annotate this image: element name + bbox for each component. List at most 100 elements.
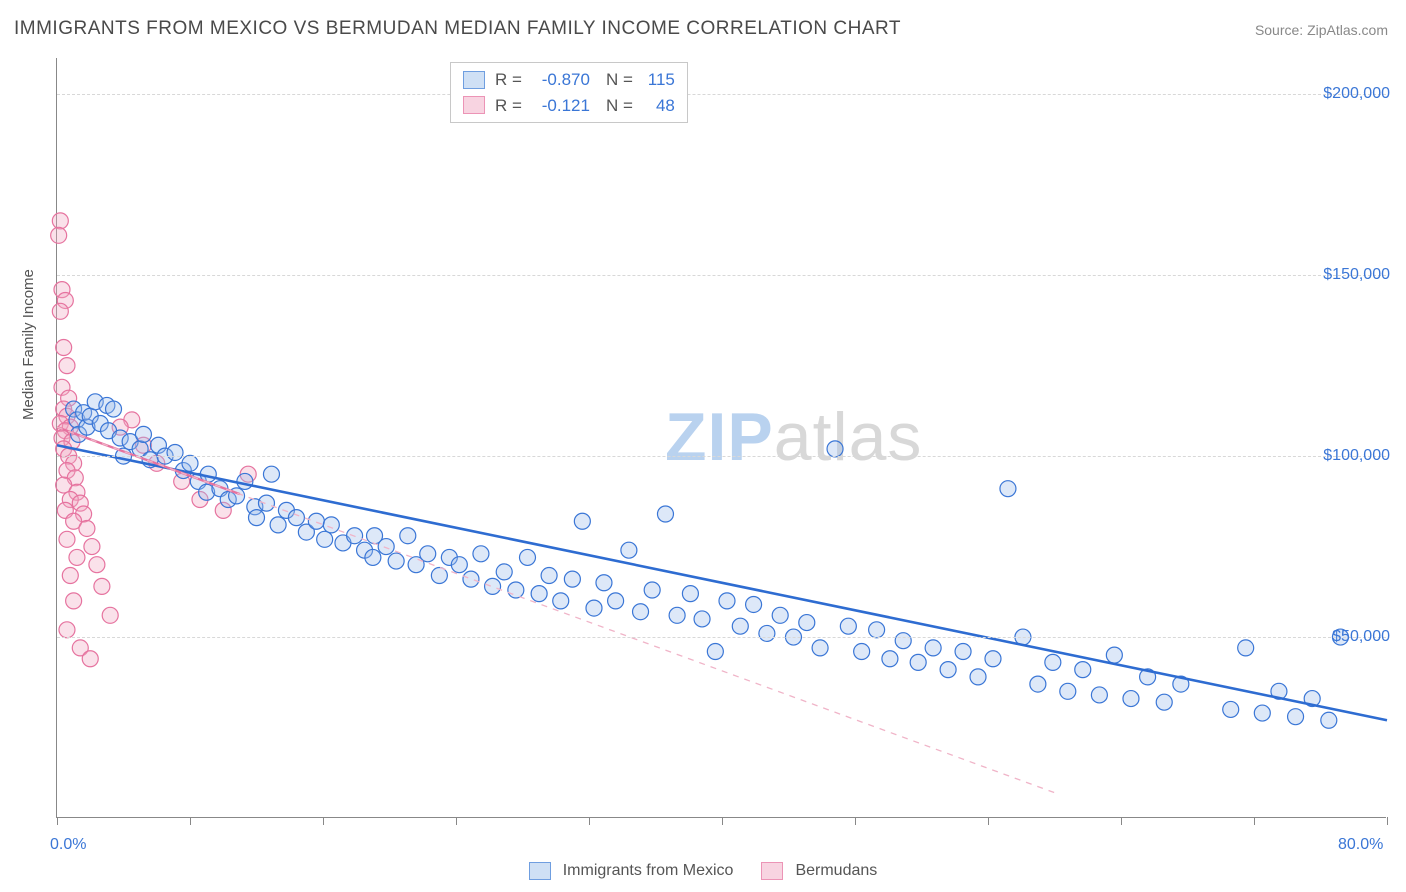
data-point-mexico	[249, 510, 265, 526]
data-point-bermudans	[62, 568, 78, 584]
y-tick-label: $100,000	[1323, 447, 1390, 465]
stats-row-bermudans: R = -0.121 N = 48	[463, 93, 675, 119]
gridline-h	[57, 275, 1386, 276]
stats-box: R = -0.870 N = 115 R = -0.121 N = 48	[450, 62, 688, 123]
data-point-mexico	[317, 531, 333, 547]
stats-row-mexico: R = -0.870 N = 115	[463, 67, 675, 93]
chart-plot-area: ZIPatlas	[56, 58, 1386, 818]
swatch-bermudans	[463, 96, 485, 114]
data-point-bermudans	[102, 607, 118, 623]
data-point-mexico	[746, 596, 762, 612]
data-point-mexico	[1223, 701, 1239, 717]
data-point-mexico	[508, 582, 524, 598]
data-point-mexico	[270, 517, 286, 533]
data-point-mexico	[970, 669, 986, 685]
chart-title: IMMIGRANTS FROM MEXICO VS BERMUDAN MEDIA…	[14, 18, 901, 40]
data-point-mexico	[531, 586, 547, 602]
data-point-mexico	[840, 618, 856, 634]
x-tick	[1121, 817, 1122, 825]
data-point-mexico	[553, 593, 569, 609]
data-point-mexico	[485, 578, 501, 594]
stat-r-label: R =	[495, 67, 522, 93]
data-point-mexico	[574, 513, 590, 529]
data-point-mexico	[496, 564, 512, 580]
data-point-mexico	[869, 622, 885, 638]
data-point-mexico	[135, 426, 151, 442]
data-point-mexico	[1030, 676, 1046, 692]
data-point-bermudans	[52, 213, 68, 229]
data-point-bermudans	[84, 539, 100, 555]
data-point-mexico	[854, 644, 870, 660]
data-point-mexico	[940, 662, 956, 678]
data-point-mexico	[1238, 640, 1254, 656]
data-point-mexico	[388, 553, 404, 569]
data-point-mexico	[955, 644, 971, 660]
x-tick	[855, 817, 856, 825]
data-point-mexico	[1254, 705, 1270, 721]
stat-r-label: R =	[495, 93, 522, 119]
data-point-mexico	[1075, 662, 1091, 678]
data-point-mexico	[694, 611, 710, 627]
gridline-h	[57, 94, 1386, 95]
data-point-mexico	[985, 651, 1001, 667]
data-point-bermudans	[79, 520, 95, 536]
x-tick	[589, 817, 590, 825]
data-point-mexico	[308, 513, 324, 529]
data-point-mexico	[400, 528, 416, 544]
y-axis-label: Median Family Income	[20, 269, 37, 420]
trend-line	[57, 445, 1387, 720]
data-point-mexico	[882, 651, 898, 667]
gridline-h	[57, 456, 1386, 457]
data-point-mexico	[519, 549, 535, 565]
gridline-h	[57, 637, 1386, 638]
data-point-mexico	[910, 654, 926, 670]
y-tick-label: $50,000	[1332, 628, 1390, 646]
data-point-mexico	[420, 546, 436, 562]
scatter-svg	[57, 58, 1386, 817]
data-point-mexico	[1321, 712, 1337, 728]
legend-item-bermudans: Bermudans	[761, 862, 877, 880]
x-tick	[988, 817, 989, 825]
data-point-mexico	[288, 510, 304, 526]
data-point-mexico	[167, 444, 183, 460]
data-point-mexico	[473, 546, 489, 562]
legend-item-mexico: Immigrants from Mexico	[529, 862, 734, 880]
data-point-bermudans	[66, 593, 82, 609]
data-point-mexico	[644, 582, 660, 598]
legend-label-mexico: Immigrants from Mexico	[563, 862, 734, 880]
data-point-mexico	[541, 568, 557, 584]
data-point-mexico	[323, 517, 339, 533]
data-point-mexico	[759, 625, 775, 641]
data-point-mexico	[564, 571, 580, 587]
y-tick-label: $150,000	[1323, 266, 1390, 284]
data-point-mexico	[799, 615, 815, 631]
data-point-mexico	[682, 586, 698, 602]
data-point-mexico	[633, 604, 649, 620]
x-tick	[323, 817, 324, 825]
legend-swatch-mexico	[529, 862, 551, 880]
data-point-mexico	[365, 549, 381, 565]
data-point-mexico	[812, 640, 828, 656]
data-point-mexico	[237, 473, 253, 489]
data-point-mexico	[707, 644, 723, 660]
data-point-mexico	[719, 593, 735, 609]
data-point-mexico	[106, 401, 122, 417]
data-point-mexico	[895, 633, 911, 649]
trend-line	[57, 427, 1055, 793]
data-point-mexico	[1045, 654, 1061, 670]
legend-swatch-bermudans	[761, 862, 783, 880]
data-point-mexico	[596, 575, 612, 591]
x-tick-label: 80.0%	[1338, 836, 1383, 854]
data-point-bermudans	[82, 651, 98, 667]
x-tick	[57, 817, 58, 825]
x-tick	[1254, 817, 1255, 825]
x-tick	[1387, 817, 1388, 825]
data-point-bermudans	[59, 531, 75, 547]
data-point-bermudans	[56, 340, 72, 356]
data-point-mexico	[182, 455, 198, 471]
legend-label-bermudans: Bermudans	[795, 862, 877, 880]
data-point-mexico	[827, 441, 843, 457]
stat-n-mexico: 115	[639, 67, 675, 93]
legend-bottom: Immigrants from Mexico Bermudans	[0, 862, 1406, 880]
stat-r-bermudans: -0.121	[528, 93, 590, 119]
